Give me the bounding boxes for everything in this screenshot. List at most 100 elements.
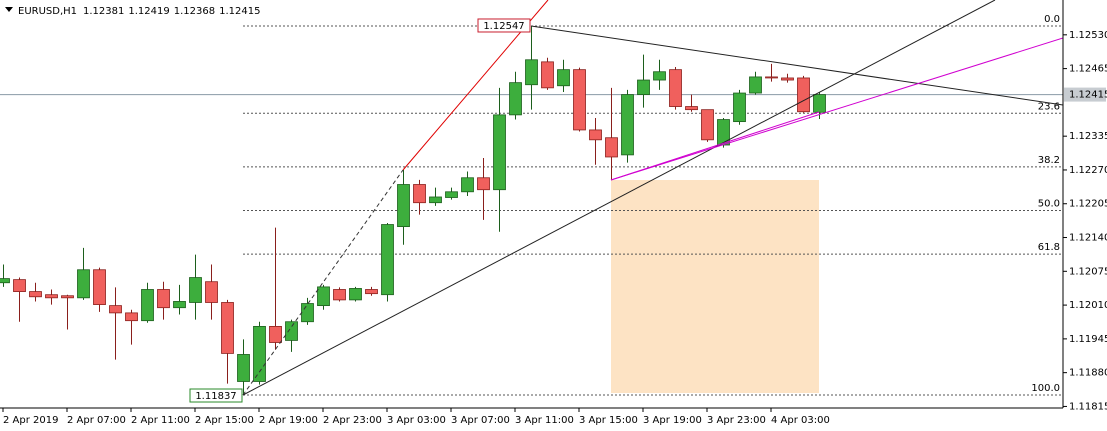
y-tick-label: 1.12140 [1069,233,1107,244]
candle-body [61,295,74,299]
candle-body [525,59,538,86]
fibo-level-label: 0.0 [1044,14,1060,25]
candle-body [237,354,250,382]
y-tick-label: 1.12465 [1069,64,1107,75]
low-value: 1.12368 [174,6,215,17]
candle-body [605,137,618,158]
rectangle-zone [611,180,819,393]
chart-header: EURUSD,H1 1.12381 1.12419 1.12368 1.12415 [18,6,260,17]
trendline-magenta-2 [610,111,820,181]
candle-body [461,177,474,193]
candle-body [301,303,314,323]
x-tick-label: 2 Apr 11:00 [131,415,190,426]
candle-body [509,82,522,116]
candle-body [189,277,202,303]
x-tick-label: 2 Apr 15:00 [195,415,254,426]
candle-body [157,289,170,309]
x-tick-label: 3 Apr 07:00 [451,415,510,426]
candle-body [445,191,458,198]
y-tick-label: 1.11880 [1069,368,1107,379]
candle-body [285,321,298,341]
collapse-arrow[interactable] [5,7,13,12]
y-tick-label: 1.12075 [1069,266,1107,277]
trendline-support [242,0,996,396]
candle-body [13,279,26,292]
candle-body [573,69,586,131]
candle-body [717,119,730,146]
candle-body [477,177,490,191]
symbol: EURUSD,H1 [18,6,77,17]
y-tick-label: 1.11815 [1069,401,1107,412]
y-tick-label: 1.12270 [1069,165,1107,176]
candle-body [365,289,378,295]
fibo-level-label: 38.2 [1038,155,1060,166]
candle-body [125,312,138,322]
x-tick-label: 2 Apr 07:00 [67,415,126,426]
fibo-level-label: 61.8 [1038,242,1060,253]
fibo-level-label: 23.6 [1038,101,1060,112]
candle-body [381,224,394,296]
candle-body [621,94,634,156]
candle-body [109,305,122,314]
x-tick-label: 2 Apr 19:00 [259,415,318,426]
candle-body [685,106,698,111]
high-marker-label: 1.12547 [483,21,524,32]
candle-body [333,289,346,301]
high-value: 1.12419 [128,6,169,17]
candle-body [701,109,714,141]
x-tick-label: 3 Apr 03:00 [387,415,446,426]
x-tick-label: 3 Apr 15:00 [579,415,638,426]
candle-body [749,76,762,94]
x-tick-label: 2 Apr 23:00 [323,415,382,426]
low-marker-box [189,388,243,403]
y-tick-label: 1.12530 [1069,30,1107,41]
candle-body [141,289,154,322]
candle-body [45,294,58,299]
fibo-level-label: 100.0 [1031,383,1060,394]
candle-body [173,301,186,309]
candle-body [669,69,682,107]
open-value: 1.12381 [83,6,124,17]
trendline-resistance [530,25,1063,106]
candle-body [493,114,506,191]
high-marker-box [477,18,531,33]
candle-body [221,302,234,354]
candle-body [557,69,570,87]
candle-body [541,61,554,89]
candle-body [397,184,410,228]
y-tick-label: 1.11945 [1069,334,1107,345]
candle-body [797,77,810,113]
x-tick-label: 2 Apr 2019 [3,415,58,426]
candle-body [637,79,650,95]
y-tick-label: 1.12010 [1069,300,1107,311]
x-tick-label: 3 Apr 23:00 [707,415,766,426]
candle-body [253,325,266,382]
y-tick-label: 1.12205 [1069,199,1107,210]
candle-body [765,76,778,79]
x-tick-label: 3 Apr 11:00 [515,415,574,426]
candle-body [653,71,666,81]
low-marker-label: 1.11837 [195,391,236,402]
x-tick-label: 3 Apr 19:00 [643,415,702,426]
current-price-label: 1.12415 [1069,90,1107,101]
candle-body [269,325,282,343]
candle-body [317,286,330,307]
candle-body [29,291,42,298]
candle-body [781,77,794,81]
candle-body [205,281,218,303]
trendline-magenta [610,37,1063,181]
candle-body [93,269,106,305]
candle-body [813,94,826,113]
close-value: 1.12415 [219,6,260,17]
candle-body [0,278,10,284]
candle-body [413,184,426,204]
candle-body [733,92,746,123]
candle-body [589,129,602,141]
current-price-box [1064,87,1106,102]
candle-body [77,269,90,299]
x-tick-label: 4 Apr 03:00 [771,415,830,426]
candle-body [349,288,362,301]
candle-body [429,196,442,204]
fibo-level-label: 50.0 [1038,198,1060,209]
